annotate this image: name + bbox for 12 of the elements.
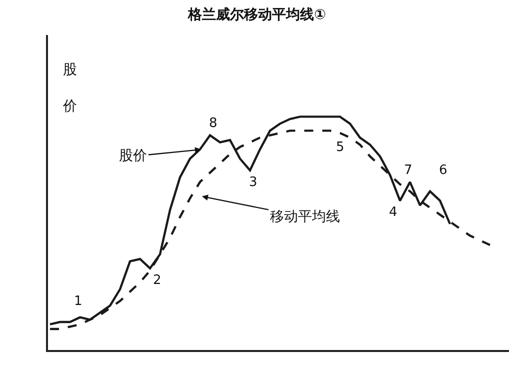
annotation: 4 — [389, 205, 398, 220]
annotation: 5 — [336, 140, 344, 155]
annotation: 1 — [74, 294, 82, 309]
annotation: 8 — [209, 116, 218, 131]
chart-title: 格兰威尔移动平均线① — [187, 6, 326, 24]
annotation: 3 — [249, 175, 258, 190]
annotation: 2 — [153, 273, 162, 288]
annotation: 7 — [404, 163, 412, 178]
text: 股价 — [63, 62, 77, 114]
annotation: 6 — [439, 163, 448, 178]
y-axis-title: 股价 — [119, 148, 147, 164]
annotation: 移动平均线 — [270, 209, 340, 225]
